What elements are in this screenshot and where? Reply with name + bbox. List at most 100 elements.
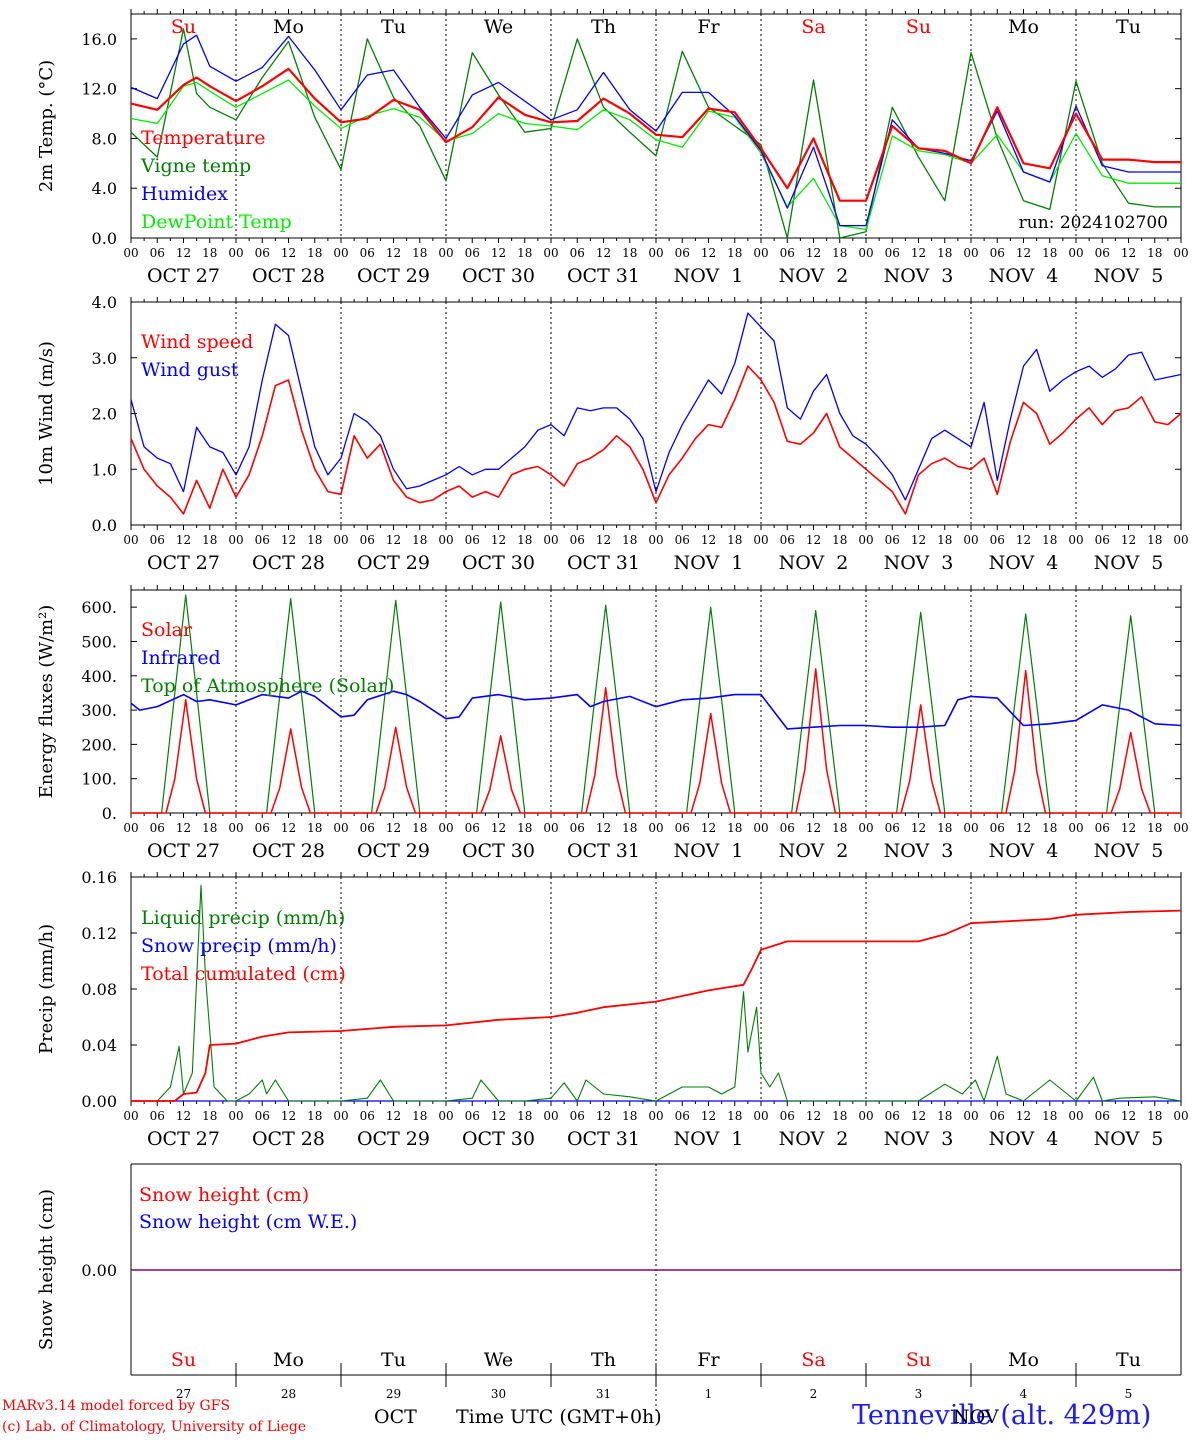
y-tick-label: 2.0 [92,405,117,424]
hour-tick-label: 00 [648,821,663,835]
hour-tick-label: 12 [176,246,191,260]
hour-tick-label: 00 [1173,246,1188,260]
legend-total-cumulated-cm: Total cumulated (cm) [141,963,346,985]
date-label: NOV 4 [989,840,1059,862]
date-label: NOV 5 [1094,265,1164,287]
hour-tick-label: 06 [1095,821,1110,835]
hour-tick-label: 00 [123,246,138,260]
date-label: OCT 28 [252,552,325,574]
day-name: Fr [697,16,720,38]
date-label: NOV 2 [779,552,849,574]
hour-tick-label: 00 [963,533,978,547]
date-label: NOV 5 [1094,1128,1164,1150]
hour-tick-label: 00 [333,821,348,835]
day-number: 30 [491,1387,506,1401]
hour-tick-label: 06 [675,1109,690,1123]
date-label: OCT 27 [147,840,220,862]
hour-tick-label: 00 [753,246,768,260]
date-label: OCT 29 [357,840,430,862]
hour-tick-label: 12 [806,821,821,835]
hour-tick-label: 00 [438,1109,453,1123]
hour-tick-label: 12 [176,1109,191,1123]
hour-tick-label: 18 [307,533,322,547]
hour-tick-label: 12 [386,246,401,260]
y-tick-label: 4.0 [92,293,117,312]
date-label: NOV 2 [779,1128,849,1150]
day-number: 3 [915,1387,923,1401]
hour-tick-label: 06 [150,533,165,547]
y-tick-label: 0.0 [92,229,117,248]
day-name-bottom: Tu [1116,1349,1141,1371]
date-label: OCT 28 [252,265,325,287]
hour-tick-label: 18 [937,1109,952,1123]
hour-tick-label: 18 [937,246,952,260]
hour-tick-label: 12 [911,533,926,547]
day-name: We [484,16,513,38]
hour-tick-label: 18 [727,821,742,835]
hour-tick-label: 06 [990,1109,1005,1123]
hour-tick-label: 00 [123,1109,138,1123]
hour-tick-label: 00 [1173,533,1188,547]
hour-tick-label: 06 [885,533,900,547]
y-axis-label: Energy fluxes (W/m²) [36,605,57,799]
hour-tick-label: 18 [307,1109,322,1123]
hour-tick-label: 06 [885,821,900,835]
hour-tick-label: 00 [1173,821,1188,835]
legend-liquid-precip-mm-h: Liquid precip (mm/h) [141,907,345,929]
y-tick-label: 0.16 [81,868,117,887]
model-credit: MARv3.14 model forced by GFS [2,1398,231,1414]
y-tick-label: 0.04 [81,1036,117,1055]
date-label: NOV 5 [1094,552,1164,574]
date-label: NOV 5 [1094,840,1164,862]
series-line-dewpoint-temp [130,79,1181,230]
day-name: Mo [1008,16,1039,38]
hour-tick-label: 18 [832,246,847,260]
date-label: NOV 4 [989,552,1059,574]
date-label: OCT 29 [357,265,430,287]
day-name: Th [591,16,616,38]
date-label: NOV 4 [989,265,1059,287]
hour-tick-label: 12 [176,821,191,835]
hour-tick-label: 06 [570,246,585,260]
day-number: 5 [1125,1387,1133,1401]
y-tick-label: 600. [81,598,117,617]
hour-tick-label: 12 [701,533,716,547]
month-label-oct: OCT [374,1406,417,1428]
date-label: NOV 2 [779,840,849,862]
day-name-bottom: Th [591,1349,616,1371]
hour-tick-label: 12 [491,821,506,835]
hour-tick-label: 06 [675,821,690,835]
hour-tick-label: 06 [255,533,270,547]
hour-tick-label: 00 [648,1109,663,1123]
hour-tick-label: 12 [806,533,821,547]
date-label: OCT 31 [567,1128,640,1150]
hour-tick-label: 00 [1068,1109,1083,1123]
legend-vigne-temp: Vigne temp [140,155,251,177]
hour-tick-label: 06 [360,1109,375,1123]
hour-tick-label: 06 [255,246,270,260]
hour-tick-label: 12 [1121,1109,1136,1123]
hour-tick-label: 12 [701,1109,716,1123]
hour-tick-label: 18 [832,821,847,835]
hour-tick-label: 12 [1016,246,1031,260]
hour-tick-label: 06 [675,246,690,260]
hour-tick-label: 00 [333,533,348,547]
hour-tick-label: 12 [701,246,716,260]
hour-tick-label: 18 [1147,1109,1162,1123]
time-axis-title: Time UTC (GMT+0h) [456,1406,662,1428]
hour-tick-label: 06 [360,246,375,260]
hour-tick-label: 00 [333,1109,348,1123]
date-label: OCT 30 [462,840,535,862]
hour-tick-label: 12 [1121,246,1136,260]
hour-tick-label: 00 [543,1109,558,1123]
y-tick-label: 500. [81,632,117,651]
series-line-temperature [130,67,1181,202]
hour-tick-label: 00 [123,533,138,547]
hour-tick-label: 18 [1042,1109,1057,1123]
day-name-bottom: Fr [697,1349,720,1371]
legend-temperature: Temperature [141,127,265,149]
legend-solar: Solar [141,619,193,641]
series-line-wind-speed [130,365,1182,515]
date-label: NOV 1 [674,1128,744,1150]
